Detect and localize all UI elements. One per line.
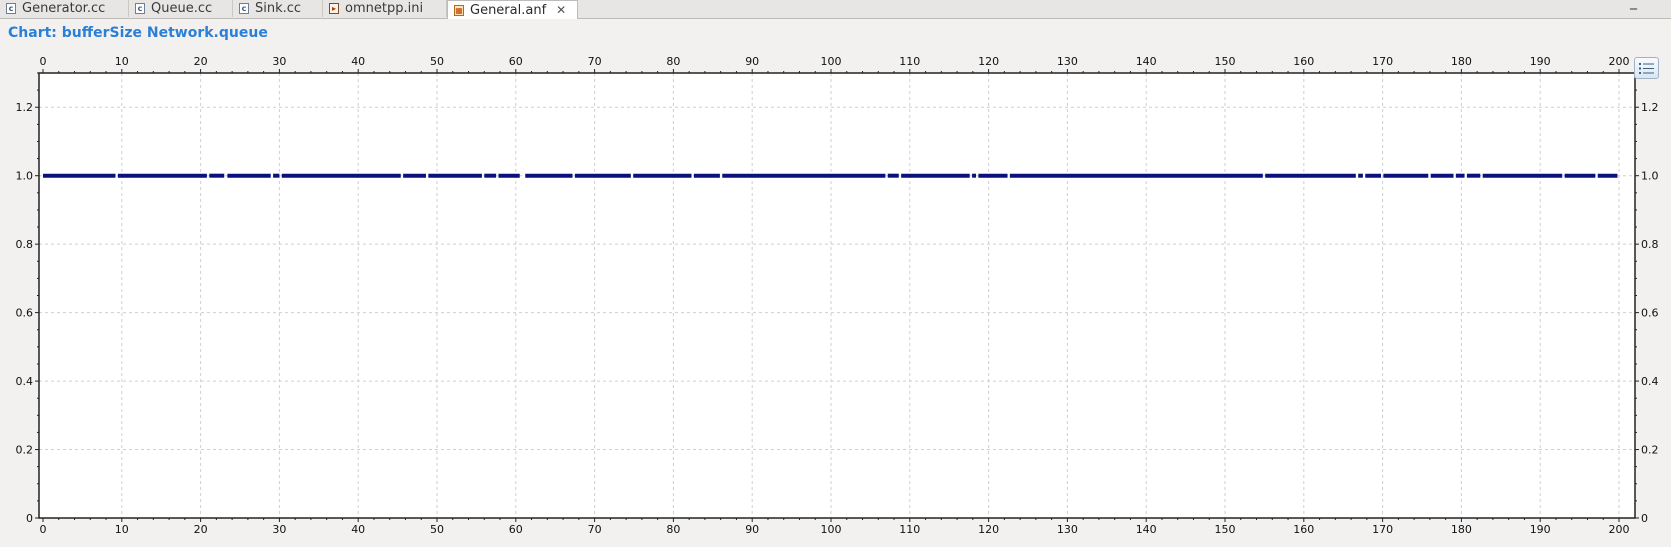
x-tick-label-bottom: 150 [1215, 523, 1236, 536]
x-tick-label-top: 140 [1136, 55, 1157, 68]
y-tick-label-left: 0.4 [16, 375, 34, 388]
y-tick-label-right: 0.6 [1641, 307, 1659, 320]
x-tick-label-top: 30 [272, 55, 286, 68]
x-tick-label-top: 70 [588, 55, 602, 68]
x-tick-label-top: 200 [1609, 55, 1630, 68]
x-tick-label-top: 160 [1293, 55, 1314, 68]
x-tick-label-bottom: 0 [40, 523, 47, 536]
x-tick-label-bottom: 70 [588, 523, 602, 536]
x-tick-label-top: 130 [1057, 55, 1078, 68]
x-tick-label-top: 150 [1215, 55, 1236, 68]
x-tick-label-bottom: 190 [1530, 523, 1551, 536]
y-tick-label-right: 0 [1641, 512, 1648, 525]
x-tick-label-bottom: 130 [1057, 523, 1078, 536]
x-tick-label-bottom: 90 [745, 523, 759, 536]
ini-file-icon: ▸ [329, 3, 339, 14]
y-tick-label-left: 0.8 [16, 238, 34, 251]
x-tick-label-bottom: 110 [899, 523, 920, 536]
y-tick-label-right: 0.4 [1641, 375, 1659, 388]
x-tick-label-bottom: 50 [430, 523, 444, 536]
analysis-file-icon: ▦ [454, 4, 464, 16]
x-tick-label-top: 180 [1451, 55, 1472, 68]
x-tick-label-bottom: 80 [666, 523, 680, 536]
close-icon[interactable]: ✕ [556, 3, 567, 17]
cpp-file-icon: c [6, 3, 16, 14]
tab-label: Queue.cc [151, 1, 213, 16]
x-tick-label-bottom: 30 [272, 523, 286, 536]
x-tick-label-top: 50 [430, 55, 444, 68]
x-tick-label-bottom: 160 [1293, 523, 1314, 536]
tab-generator-cc[interactable]: c Generator.cc [0, 0, 129, 17]
tab-general-anf[interactable]: ▦ General.anf ✕ [447, 0, 578, 19]
x-tick-label-top: 20 [194, 55, 208, 68]
x-tick-label-top: 0 [40, 55, 47, 68]
cpp-file-icon: c [239, 3, 249, 14]
x-tick-label-bottom: 140 [1136, 523, 1157, 536]
legend-toggle-button[interactable] [1634, 57, 1659, 79]
x-tick-label-top: 120 [978, 55, 999, 68]
x-tick-label-top: 10 [115, 55, 129, 68]
tab-sink-cc[interactable]: c Sink.cc [233, 0, 323, 17]
x-tick-label-top: 40 [351, 55, 365, 68]
x-tick-label-bottom: 200 [1609, 523, 1630, 536]
y-tick-label-right: 0.2 [1641, 444, 1659, 457]
x-tick-label-bottom: 10 [115, 523, 129, 536]
y-tick-label-left: 1.0 [16, 170, 34, 183]
x-tick-label-bottom: 40 [351, 523, 365, 536]
tab-label: Generator.cc [22, 1, 106, 16]
x-tick-label-bottom: 120 [978, 523, 999, 536]
cpp-file-icon: c [135, 3, 145, 14]
x-tick-label-top: 60 [509, 55, 523, 68]
y-tick-label-right: 0.8 [1641, 238, 1659, 251]
y-tick-label-right: 1.2 [1641, 101, 1659, 114]
x-tick-label-top: 90 [745, 55, 759, 68]
chart-title: Chart: bufferSize Network.queue [8, 25, 268, 41]
tab-queue-cc[interactable]: c Queue.cc [129, 0, 233, 17]
x-tick-label-bottom: 100 [821, 523, 842, 536]
x-tick-label-bottom: 170 [1372, 523, 1393, 536]
y-tick-label-left: 0.2 [16, 444, 34, 457]
y-tick-label-right: 1.0 [1641, 170, 1659, 183]
x-tick-label-bottom: 60 [509, 523, 523, 536]
tab-label: Sink.cc [255, 1, 302, 16]
editor-tab-bar: c Generator.cc c Queue.cc c Sink.cc ▸ om… [0, 0, 1671, 19]
y-tick-label-left: 1.2 [16, 101, 34, 114]
tab-omnetpp-ini[interactable]: ▸ omnetpp.ini [323, 0, 447, 17]
y-tick-label-left: 0.6 [16, 307, 34, 320]
minimize-icon[interactable]: _ [1630, 0, 1637, 10]
x-tick-label-top: 110 [899, 55, 920, 68]
x-tick-label-top: 100 [821, 55, 842, 68]
list-icon [1639, 62, 1654, 74]
plot-area [39, 73, 1635, 518]
x-tick-label-bottom: 180 [1451, 523, 1472, 536]
x-tick-label-top: 190 [1530, 55, 1551, 68]
x-tick-label-top: 170 [1372, 55, 1393, 68]
y-tick-label-left: 0 [26, 512, 33, 525]
x-tick-label-bottom: 20 [194, 523, 208, 536]
tab-label: omnetpp.ini [345, 1, 424, 16]
x-tick-label-top: 80 [666, 55, 680, 68]
tab-label: General.anf [470, 2, 547, 18]
